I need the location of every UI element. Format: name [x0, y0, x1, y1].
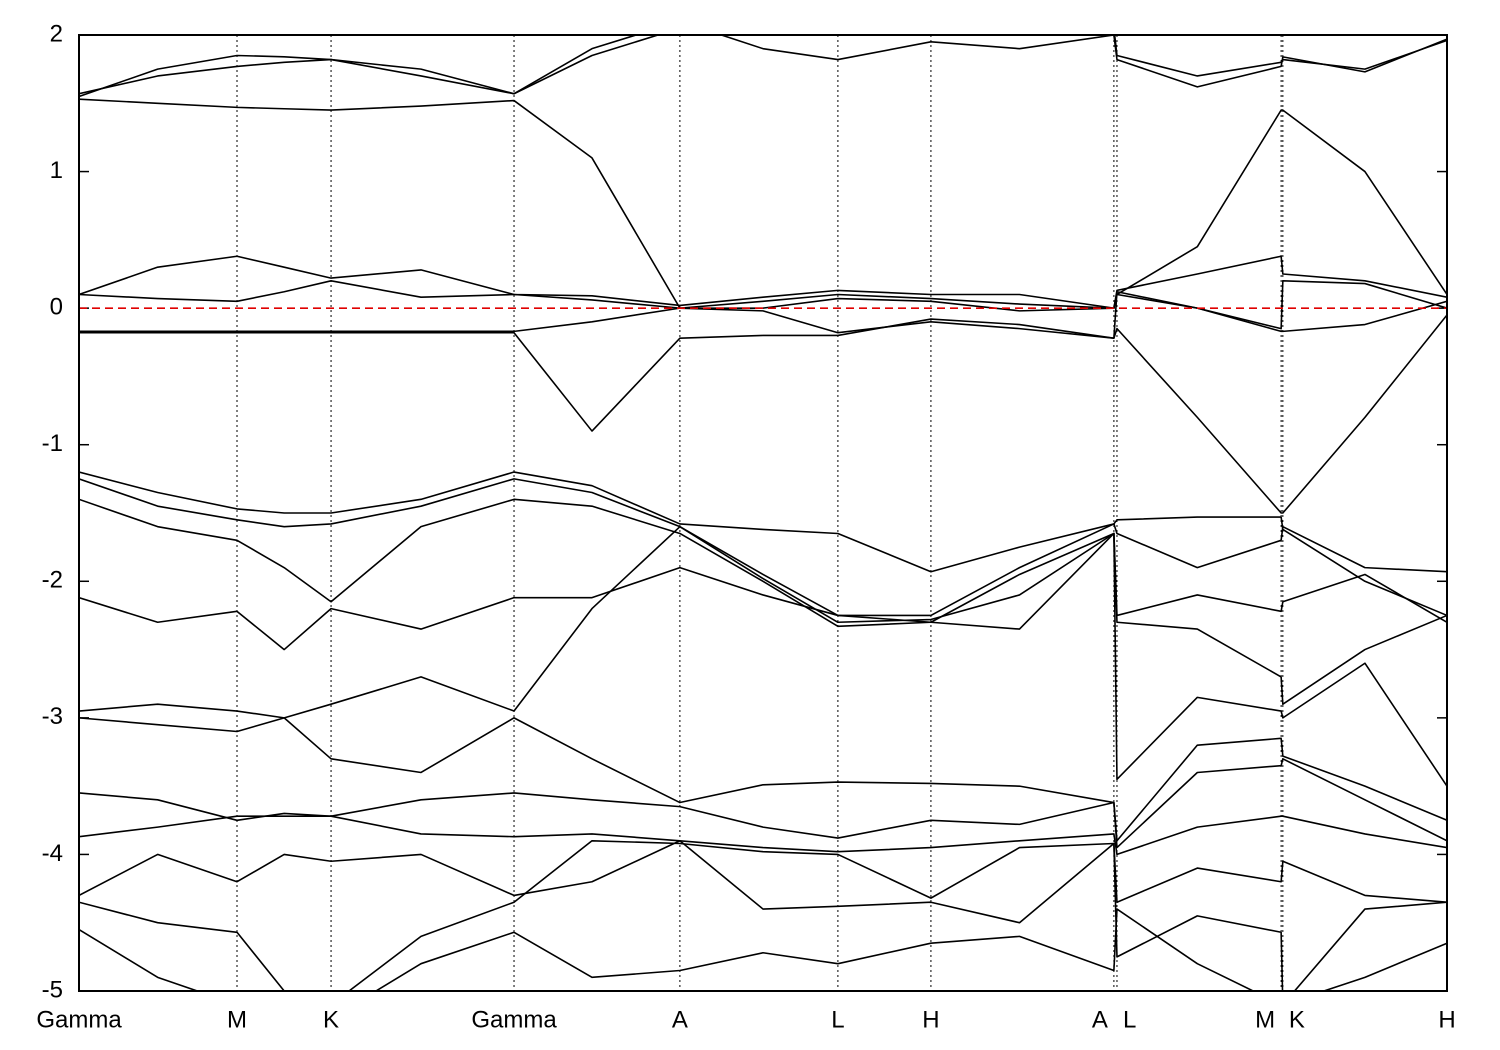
- band-line: [79, 758, 1447, 849]
- band-line: [79, 280, 1447, 333]
- y-tick-label: -2: [42, 567, 63, 594]
- x-tick-label: K: [323, 1006, 339, 1033]
- band-line: [79, 498, 1447, 628]
- band-line: [79, 901, 1447, 991]
- band-line: [79, 525, 1447, 787]
- band-line: [79, 532, 1447, 705]
- band-line: [79, 98, 1447, 309]
- y-tick-label: -4: [42, 840, 63, 867]
- x-tick-label: A: [1092, 1006, 1108, 1033]
- x-tick-label: H: [1438, 1006, 1455, 1033]
- band-line: [79, 307, 1447, 514]
- x-tick-label: M: [227, 1006, 247, 1033]
- x-tick-label: L: [1123, 1006, 1136, 1033]
- y-tick-label: 0: [50, 293, 63, 320]
- plot-frame: [78, 34, 1448, 992]
- y-tick-label: -3: [42, 703, 63, 730]
- bands: [79, 35, 1447, 991]
- band-line: [79, 717, 1447, 842]
- y-tick-label: -1: [42, 430, 63, 457]
- band-line: [79, 35, 1447, 98]
- x-tick-label: Gamma: [36, 1006, 122, 1033]
- x-tick-label: Gamma: [471, 1006, 557, 1033]
- x-tick-label: M: [1255, 1006, 1275, 1033]
- x-tick-label: H: [922, 1006, 939, 1033]
- x-tick-label: L: [831, 1006, 844, 1033]
- y-tick-label: 2: [50, 20, 63, 47]
- band-line: [79, 815, 1447, 856]
- y-tick-label: 1: [50, 157, 63, 184]
- band-line: [79, 839, 1447, 924]
- band-line: [79, 478, 1447, 617]
- band-line: [79, 255, 1447, 309]
- band-line: [79, 280, 1447, 432]
- band-line: [79, 839, 1447, 991]
- x-tick-label: A: [672, 1006, 688, 1033]
- band-line: [79, 471, 1447, 573]
- x-tick-label: K: [1289, 1006, 1305, 1033]
- band-line: [79, 35, 1447, 95]
- y-tick-label: -5: [42, 976, 63, 1003]
